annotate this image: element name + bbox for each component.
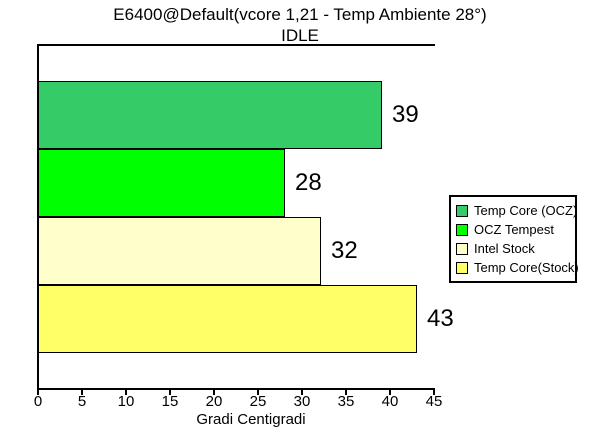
x-axis-tick-label: 45 bbox=[425, 393, 443, 410]
legend-swatch bbox=[456, 261, 468, 274]
x-axis-tick bbox=[81, 390, 83, 395]
x-axis-tick-label: 25 bbox=[249, 393, 267, 410]
x-axis-tick bbox=[169, 390, 171, 395]
legend-item: Intel Stock bbox=[456, 239, 570, 258]
x-axis-tick-label: 40 bbox=[381, 393, 399, 410]
legend: Temp Core (OCZ) OCZ Tempest Intel Stock Tem… bbox=[449, 195, 579, 283]
legend-label: Intel Stock bbox=[474, 241, 535, 256]
bar-value-label: 28 bbox=[295, 169, 322, 196]
legend-item: Temp Core (OCZ) bbox=[456, 201, 577, 220]
x-axis-tick-label: 5 bbox=[77, 393, 87, 410]
bar-value-label: 39 bbox=[392, 101, 419, 128]
legend-swatch bbox=[456, 204, 468, 217]
x-axis-tick bbox=[433, 390, 435, 395]
x-axis-tick bbox=[389, 390, 391, 395]
x-axis-tick-label: 20 bbox=[205, 393, 223, 410]
chart-subtitle: IDLE bbox=[281, 26, 319, 45]
chart-title: E6400@Default(vcore 1,21 - Temp Ambiente… bbox=[113, 5, 487, 24]
bar-1 bbox=[39, 81, 382, 149]
plot-area: 39 28 32 43 bbox=[37, 44, 454, 390]
x-axis-tick-label: 30 bbox=[293, 393, 311, 410]
x-axis-tick bbox=[125, 390, 127, 395]
bar-2 bbox=[39, 149, 285, 217]
legend-swatch bbox=[456, 242, 468, 255]
x-axis-title: Gradi Centigradi bbox=[196, 411, 306, 428]
x-axis-tick bbox=[213, 390, 215, 395]
bar-value-label: 43 bbox=[427, 305, 454, 332]
bar-4 bbox=[39, 285, 417, 353]
bar-3 bbox=[39, 217, 321, 285]
x-axis-tick bbox=[345, 390, 347, 395]
legend-swatch bbox=[456, 223, 468, 236]
legend-item: Temp Core(Stock) bbox=[456, 258, 579, 277]
legend-label: Temp Core(Stock) bbox=[474, 260, 579, 275]
legend-item: OCZ Tempest bbox=[456, 220, 570, 239]
x-axis-tick-label: 10 bbox=[117, 393, 135, 410]
x-axis-tick bbox=[37, 390, 39, 395]
legend-label: Temp Core (OCZ) bbox=[474, 203, 578, 218]
x-axis-tick bbox=[301, 390, 303, 395]
x-axis-tick bbox=[257, 390, 259, 395]
x-axis-tick-label: 0 bbox=[33, 393, 43, 410]
x-axis-tick-label: 35 bbox=[337, 393, 355, 410]
bar-value-label: 32 bbox=[331, 237, 358, 264]
x-axis-tick-label: 15 bbox=[161, 393, 179, 410]
legend-label: OCZ Tempest bbox=[474, 222, 554, 237]
